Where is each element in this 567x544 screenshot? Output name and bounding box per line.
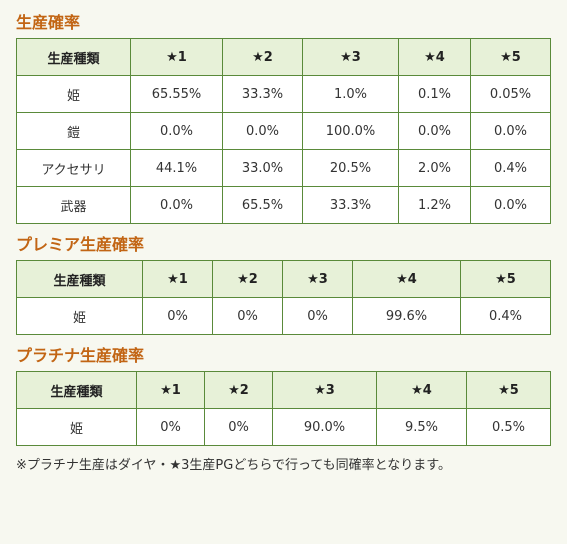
cell: 9.5%: [376, 408, 467, 446]
cell: 0.4%: [460, 297, 551, 335]
section-title-production-rate: 生産確率: [16, 13, 81, 32]
cell: 99.6%: [352, 297, 461, 335]
cell: 0%: [212, 297, 283, 335]
header-star3: ★3: [302, 38, 399, 76]
cell: 0%: [136, 408, 205, 446]
production-rate-table: 生産種類 ★1 ★2 ★3 ★4 ★5 姫 65.55% 33.3% 1.0% …: [16, 38, 551, 224]
cell: 0.4%: [470, 149, 551, 187]
header-star1: ★1: [142, 260, 213, 298]
section-title-premier-rate: プレミア生産確率: [16, 235, 145, 254]
cell: アクセサリ: [16, 149, 131, 187]
cell: 0%: [142, 297, 213, 335]
cell: 0%: [204, 408, 273, 446]
header-star1: ★1: [136, 371, 205, 409]
table-header-row: 生産種類 ★1 ★2 ★3 ★4 ★5: [16, 38, 551, 76]
table-row: アクセサリ 44.1% 33.0% 20.5% 2.0% 0.4%: [16, 149, 551, 187]
header-star1: ★1: [130, 38, 223, 76]
header-type: 生産種類: [16, 38, 131, 76]
cell: 0.0%: [470, 112, 551, 150]
header-type: 生産種類: [16, 371, 137, 409]
cell: 1.0%: [302, 75, 399, 113]
header-star2: ★2: [204, 371, 273, 409]
cell: 44.1%: [130, 149, 223, 187]
cell: 0.05%: [470, 75, 551, 113]
cell: 0%: [282, 297, 353, 335]
header-star5: ★5: [470, 38, 551, 76]
cell: 65.55%: [130, 75, 223, 113]
table-row: 姫 0% 0% 0% 99.6% 0.4%: [16, 297, 551, 335]
cell: 33.3%: [302, 186, 399, 224]
header-star3: ★3: [272, 371, 377, 409]
cell: 20.5%: [302, 149, 399, 187]
cell: 1.2%: [398, 186, 471, 224]
header-type: 生産種類: [16, 260, 143, 298]
premier-rate-table: 生産種類 ★1 ★2 ★3 ★4 ★5 姫 0% 0% 0% 99.6% 0.4…: [16, 260, 551, 335]
cell: 武器: [16, 186, 131, 224]
cell: 0.0%: [130, 186, 223, 224]
header-star4: ★4: [398, 38, 471, 76]
footnote: ※プラチナ生産はダイヤ・★3生産PGどちらで行っても同確率となります。: [16, 458, 451, 473]
cell: 2.0%: [398, 149, 471, 187]
cell: 0.0%: [130, 112, 223, 150]
cell: 0.0%: [470, 186, 551, 224]
cell: 100.0%: [302, 112, 399, 150]
table-header-row: 生産種類 ★1 ★2 ★3 ★4 ★5: [16, 260, 551, 298]
cell: 33.0%: [222, 149, 303, 187]
cell: 姫: [16, 297, 143, 335]
table-row: 鎧 0.0% 0.0% 100.0% 0.0% 0.0%: [16, 112, 551, 150]
header-star3: ★3: [282, 260, 353, 298]
cell: 0.0%: [222, 112, 303, 150]
cell: 姫: [16, 75, 131, 113]
header-star4: ★4: [376, 371, 467, 409]
page-content: 生産確率 生産種類 ★1 ★2 ★3 ★4 ★5 姫 65.55% 33.3% …: [0, 8, 567, 473]
cell: 0.0%: [398, 112, 471, 150]
cell: 65.5%: [222, 186, 303, 224]
header-star5: ★5: [466, 371, 551, 409]
cell: 鎧: [16, 112, 131, 150]
cell: 33.3%: [222, 75, 303, 113]
table-row: 姫 0% 0% 90.0% 9.5% 0.5%: [16, 408, 551, 446]
section-title-platinum-rate: プラチナ生産確率: [16, 346, 145, 365]
cell: 0.1%: [398, 75, 471, 113]
header-star4: ★4: [352, 260, 461, 298]
header-star2: ★2: [212, 260, 283, 298]
cell: 90.0%: [272, 408, 377, 446]
table-row: 姫 65.55% 33.3% 1.0% 0.1% 0.05%: [16, 75, 551, 113]
platinum-rate-table: 生産種類 ★1 ★2 ★3 ★4 ★5 姫 0% 0% 90.0% 9.5% 0…: [16, 371, 551, 446]
header-star5: ★5: [460, 260, 551, 298]
table-row: 武器 0.0% 65.5% 33.3% 1.2% 0.0%: [16, 186, 551, 224]
table-header-row: 生産種類 ★1 ★2 ★3 ★4 ★5: [16, 371, 551, 409]
cell: 0.5%: [466, 408, 551, 446]
cell: 姫: [16, 408, 137, 446]
header-star2: ★2: [222, 38, 303, 76]
